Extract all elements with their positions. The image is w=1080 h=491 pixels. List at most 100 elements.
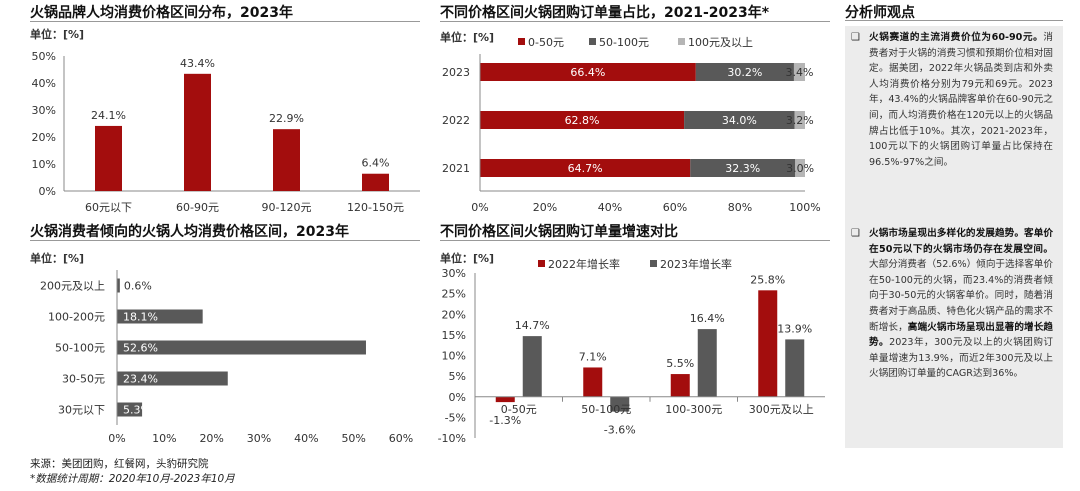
y-tick-label: 0% bbox=[39, 185, 56, 198]
y-tick-label: 200元及以上 bbox=[40, 280, 105, 293]
legend-label: 50-100元 bbox=[599, 36, 649, 49]
bar bbox=[670, 374, 690, 397]
chart2-unit: 单位：[%] bbox=[440, 31, 495, 44]
x-tick-label: 40% bbox=[598, 201, 622, 214]
bar bbox=[117, 371, 228, 386]
data-label: 5.5% bbox=[666, 357, 694, 370]
chart3-title-rule bbox=[30, 240, 420, 241]
chart4-unit: 单位：[%] bbox=[440, 252, 495, 265]
x-tick-label: 50% bbox=[341, 432, 365, 445]
y-tick-label: 30元以下 bbox=[58, 404, 105, 417]
analyst-panel bbox=[845, 26, 1063, 448]
x-tick-label: 60% bbox=[663, 201, 687, 214]
bullet-icon: ❑ bbox=[851, 32, 860, 43]
y-tick-label: 20% bbox=[442, 308, 466, 321]
bar bbox=[697, 329, 717, 397]
stacked-segment bbox=[684, 111, 795, 129]
chart1-bar-chart: 0% 10% 20% 30% 40% 50% 24.1% 60元以下 43.4% 60-90元 22… bbox=[32, 50, 420, 214]
chart1-title-rule bbox=[30, 21, 420, 22]
x-tick-label: 10% bbox=[152, 432, 176, 445]
data-label: 5.3% bbox=[123, 404, 151, 417]
y-tick-label: 30% bbox=[442, 267, 466, 280]
legend-swatch bbox=[650, 260, 657, 267]
x-tick-label: 0% bbox=[471, 201, 488, 214]
chart4-title-rule bbox=[440, 240, 830, 241]
y-tick-label: 30% bbox=[32, 104, 56, 117]
data-label: 66.4% bbox=[570, 66, 605, 79]
chart4-grouped-bar-chart: 2022年增长率 2023年增长率 -10% -5% 0% 5% 10% 15% 20% 25% 3… bbox=[438, 257, 825, 445]
y-tick-label: 30-50元 bbox=[62, 373, 105, 386]
data-label: 32.3% bbox=[725, 162, 760, 175]
data-label: 64.7% bbox=[568, 162, 603, 175]
x-tick-label: 60-90元 bbox=[176, 201, 219, 214]
data-label: 6.4% bbox=[362, 157, 390, 170]
legend-swatch bbox=[589, 38, 596, 45]
data-label: 23.4% bbox=[123, 373, 158, 386]
bar bbox=[522, 336, 542, 397]
legend-swatch bbox=[518, 38, 525, 45]
legend-label: 100元及以上 bbox=[688, 36, 753, 49]
x-tick-label: 120-150元 bbox=[347, 201, 404, 214]
p2-text-2: 2023年，300元及以上的火锅团购订单量增速为13.9%，而近2年300元及以… bbox=[869, 337, 1054, 380]
y-tick-label: 10% bbox=[32, 158, 56, 171]
bullet-icon: ❑ bbox=[851, 228, 860, 239]
chart3-title: 火锅消费者倾向的火锅人均消费价格区间，2023年 bbox=[30, 224, 349, 240]
chart2-stacked-bar-chart: 0-50元 50-100元 100元及以上 2023 66.4% 30.2% 3.4% 202… bbox=[442, 36, 821, 214]
bar bbox=[583, 367, 603, 397]
chart4-title: 不同价格区间火锅团购订单量增速对比 bbox=[440, 224, 678, 240]
y-tick-label: 10% bbox=[442, 350, 466, 363]
p1-headline: 火锅赛道的主流消费价位为60-90元。 bbox=[869, 32, 1044, 43]
source-note: 来源：美团团购，红餐网，头豹研究院 bbox=[30, 458, 209, 470]
p2-text: 大部分消费者（52.6%）倾向于选择客单价在50-100元的火锅，而23.4%的… bbox=[869, 259, 1053, 333]
chart1-title: 火锅品牌人均消费价格区间分布，2023年 bbox=[30, 5, 293, 21]
data-label: 52.6% bbox=[123, 342, 158, 355]
stacked-segment bbox=[480, 111, 685, 129]
stacked-segment bbox=[795, 159, 805, 177]
x-tick-label: 30% bbox=[247, 432, 271, 445]
data-label: 43.4% bbox=[180, 57, 215, 70]
data-label: 0.6% bbox=[124, 280, 152, 293]
bar bbox=[495, 396, 515, 403]
analyst-paragraph-2: ❑ 火锅市场呈现出多样化的发展趋势。客单价在50元以下的火锅市场仍存在发展空间。… bbox=[851, 226, 1053, 382]
analyst-title-rule bbox=[845, 20, 1063, 21]
bar bbox=[117, 309, 203, 324]
analyst-title: 分析师观点 bbox=[845, 5, 915, 21]
stacked-segment bbox=[480, 159, 691, 177]
period-note: *数据统计周期：2020年10月-2023年10月 bbox=[30, 473, 235, 485]
x-tick-label: 0-50元 bbox=[501, 403, 537, 416]
bar bbox=[117, 340, 366, 355]
data-label: 16.4% bbox=[690, 312, 725, 325]
x-tick-label: 300元及以上 bbox=[749, 403, 814, 416]
data-label: 22.9% bbox=[269, 112, 304, 125]
y-tick-label: 20% bbox=[32, 131, 56, 144]
y-tick-label: 25% bbox=[442, 288, 466, 301]
legend-swatch bbox=[678, 38, 685, 45]
x-tick-label: 100-300元 bbox=[665, 403, 722, 416]
x-tick-label: 40% bbox=[294, 432, 318, 445]
p2-headline: 火锅市场呈现出多样化的发展趋势。客单价在50元以下的火锅市场仍存在发展空间。 bbox=[869, 228, 1053, 255]
data-label: 62.8% bbox=[565, 114, 600, 127]
data-label: 7.1% bbox=[579, 350, 607, 363]
bar bbox=[785, 339, 805, 397]
data-label: 25.8% bbox=[750, 273, 785, 286]
y-tick-label: 50% bbox=[32, 50, 56, 63]
chart3-unit: 单位：[%] bbox=[30, 252, 85, 265]
y-tick-label: 40% bbox=[32, 77, 56, 90]
data-label: 3.4% bbox=[785, 66, 813, 79]
x-tick-label: 80% bbox=[728, 201, 752, 214]
analyst-paragraph-1: ❑ 火锅赛道的主流消费价位为60-90元。消费者对于火锅的消费习惯和预期价位相对… bbox=[851, 30, 1053, 170]
bar bbox=[117, 402, 143, 417]
y-tick-label: -10% bbox=[438, 432, 466, 445]
data-label: 34.0% bbox=[722, 114, 757, 127]
chart1-unit: 单位：[%] bbox=[30, 28, 85, 41]
x-tick-label: 0% bbox=[108, 432, 125, 445]
y-tick-label: 2022 bbox=[442, 114, 470, 127]
y-tick-label: 5% bbox=[449, 370, 466, 383]
bar bbox=[273, 129, 300, 191]
stacked-segment bbox=[690, 159, 796, 177]
bar bbox=[362, 173, 389, 191]
legend-label: 2022年增长率 bbox=[548, 257, 620, 271]
data-label: -3.6% bbox=[604, 424, 636, 437]
data-label: 18.1% bbox=[123, 311, 158, 324]
chart3-hbar-chart: 200元及以上 0.6% 100-200元 18.1% 50-100元 52.6% 30-5… bbox=[40, 270, 413, 445]
